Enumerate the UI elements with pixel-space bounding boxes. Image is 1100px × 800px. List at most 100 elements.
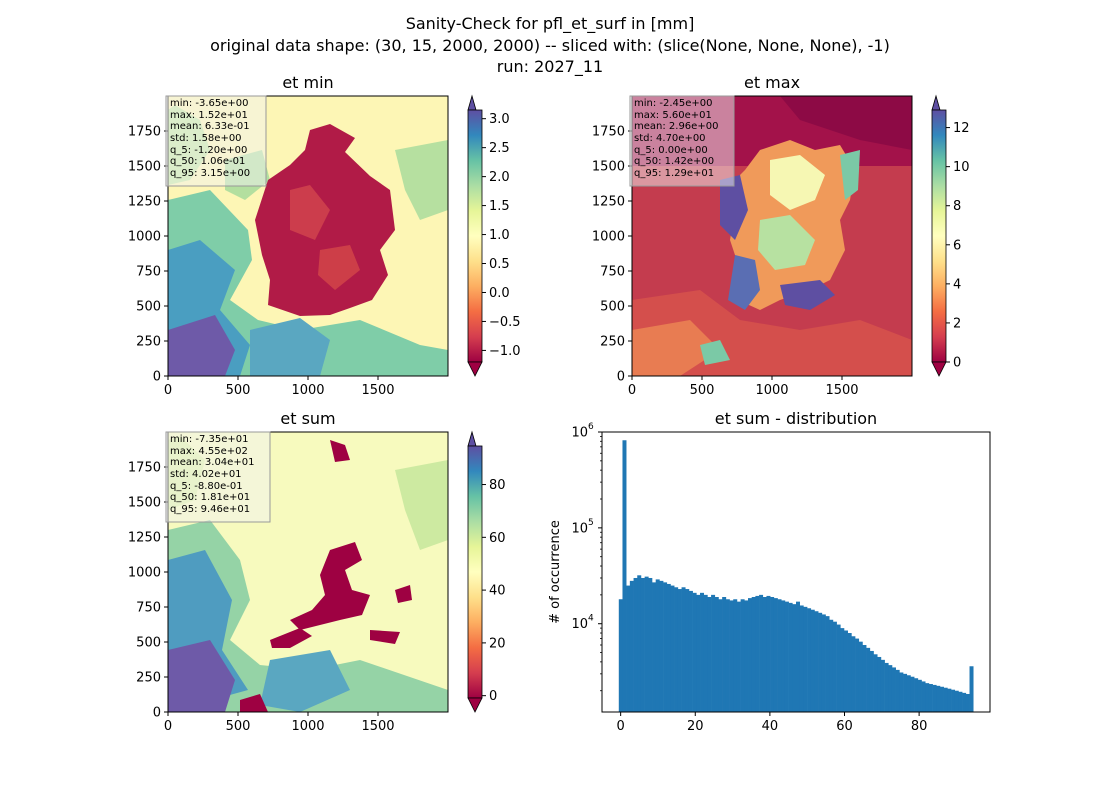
histogram-bar [921, 681, 926, 712]
histogram-bar [770, 597, 775, 712]
colorbar-tick-label: 20 [489, 636, 506, 651]
y-tick-label: 750 [600, 265, 625, 280]
y-axis-label: # of occurrence [548, 520, 563, 624]
histogram-bar [681, 587, 686, 712]
x-axis-ticks: 0 500 1000 1500 [628, 376, 859, 398]
histogram-bar [618, 599, 623, 712]
histogram-bar [711, 594, 716, 712]
colorbar-tick-label: 10 [953, 160, 970, 175]
histogram-bar [666, 583, 671, 712]
histogram-bar [744, 600, 749, 712]
histogram-bar [810, 609, 815, 712]
colorbar-tick-label: 0 [953, 356, 961, 371]
y-axis-ticks: 0 250 500 750 1000 1250 1500 1750 [128, 461, 168, 721]
x-tick-label: 40 [762, 719, 779, 734]
colorbar-extend-bottom [931, 361, 947, 377]
histogram-bar [939, 686, 944, 712]
histogram-bar [659, 580, 664, 712]
colorbar-tick-label: 40 [489, 584, 506, 599]
colorbar-tick-label: 2 [953, 316, 961, 331]
histogram-bar [725, 599, 730, 712]
x-tick-label: 60 [836, 719, 853, 734]
stat-line: mean: 6.33e-01 [170, 121, 250, 132]
x-tick-label: 0 [617, 719, 625, 734]
stat-line: q_95: 3.15e+00 [170, 168, 250, 179]
histogram-bar [718, 599, 723, 712]
histogram-bar [729, 600, 734, 712]
y-tick-label: 1500 [128, 160, 161, 175]
histogram-bar [626, 585, 631, 712]
histogram-bar [766, 595, 771, 712]
histogram-bar [655, 579, 660, 712]
colorbar-tick-label: 0 [489, 689, 497, 704]
histogram-bar [663, 582, 668, 712]
stat-line: q_50: 1.06e-01 [170, 156, 245, 167]
histogram-bar [825, 616, 830, 712]
histogram-bar [700, 592, 705, 712]
y-tick-label: 1500 [128, 496, 161, 511]
y-tick-label: 750 [136, 265, 161, 280]
histogram-bar [640, 577, 645, 712]
histogram-bar [633, 577, 638, 712]
x-tick-label: 20 [687, 719, 704, 734]
histogram-bar [803, 606, 808, 712]
histogram-bar [652, 582, 657, 712]
y-tick-label: 1250 [128, 195, 161, 210]
x-axis-ticks: 0 20 40 60 80 [617, 712, 928, 734]
histogram-bar [814, 611, 819, 712]
y-tick-label: 250 [136, 335, 161, 350]
histogram-bar [707, 597, 712, 712]
colorbar-tick-label: 4 [953, 277, 961, 292]
stat-line: mean: 2.96e+00 [634, 121, 718, 132]
histogram-bar [792, 604, 797, 712]
histogram-bar [951, 689, 956, 712]
histogram-bar [932, 684, 937, 712]
histogram-bar [925, 683, 930, 712]
histogram-bar [832, 621, 837, 712]
stat-line: std: 4.70e+00 [634, 133, 706, 144]
histogram-bar [855, 638, 860, 712]
histogram-bar [866, 647, 871, 712]
histogram-bar [629, 580, 634, 712]
histogram-bar [788, 602, 793, 712]
histogram-bar [736, 601, 741, 712]
x-tick-label: 1500 [825, 383, 858, 398]
histogram-bar [965, 693, 970, 712]
y-tick-label: 1000 [128, 566, 161, 581]
histogram-bar [891, 667, 896, 712]
y-tick-label: 1750 [128, 461, 161, 476]
histogram-bar [781, 600, 786, 712]
histogram-bar [962, 692, 967, 712]
colorbar-extend-bottom [467, 361, 483, 377]
stat-line: min: -3.65e+00 [170, 98, 249, 109]
x-tick-label: 1500 [361, 383, 394, 398]
histogram-bar [674, 587, 679, 712]
colorbar-tick-label: 0.5 [489, 257, 510, 272]
histogram-bar [873, 654, 878, 712]
histogram-bar [644, 576, 649, 712]
stat-line: q_50: 1.42e+00 [634, 156, 714, 167]
y-tick-label: 250 [600, 335, 625, 350]
histogram-bar [903, 673, 908, 712]
histogram-bar [847, 633, 852, 712]
histogram-bar [869, 650, 874, 712]
histogram-bar [703, 594, 708, 712]
colorbar-tick-label: 2.5 [489, 141, 510, 156]
y-tick-label: 0 [617, 370, 625, 385]
histogram-bar [759, 594, 764, 712]
histogram-bar [943, 687, 948, 712]
x-tick-label: 1000 [755, 383, 788, 398]
colorbar-extend-bottom [467, 697, 483, 713]
figure-title-line-3: run: 2027_11 [497, 57, 603, 77]
histogram-bar [958, 691, 963, 712]
y-tick-label: 1000 [128, 230, 161, 245]
colorbar-tick-label: 1.5 [489, 199, 510, 214]
histogram-bar [829, 619, 834, 712]
stat-line: q_95: 9.46e+01 [170, 504, 250, 515]
histogram-bar [928, 684, 933, 712]
y-tick-label: 1250 [128, 531, 161, 546]
histogram-bar [622, 440, 627, 712]
x-tick-label: 80 [911, 719, 928, 734]
stat-line: max: 1.52e+01 [170, 110, 248, 121]
panel-et-max: et max 0 500 1000 1500 0 250 500 750 1000 1250 15… [592, 73, 970, 398]
